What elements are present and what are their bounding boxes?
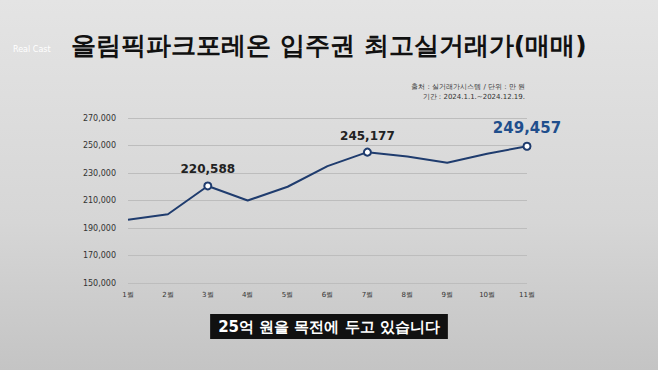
svg-text:7월: 7월 [362, 291, 373, 299]
svg-text:170,000: 170,000 [83, 251, 116, 260]
svg-text:245,177: 245,177 [340, 129, 395, 143]
svg-text:기간 : 2024.1.1.~2024.12.19.: 기간 : 2024.1.1.~2024.12.19. [423, 93, 525, 101]
svg-text:8월: 8월 [402, 291, 413, 299]
svg-text:270,000: 270,000 [83, 114, 116, 123]
svg-text:3월: 3월 [202, 291, 213, 299]
svg-text:249,457: 249,457 [493, 119, 561, 137]
svg-text:11월: 11월 [519, 291, 535, 299]
svg-text:올림픽파크포레온 입주권 최고실거래가(매매): 올림픽파크포레온 입주권 최고실거래가(매매) [71, 31, 586, 60]
svg-text:250,000: 250,000 [83, 141, 116, 150]
svg-text:2월: 2월 [162, 291, 173, 299]
svg-text:230,000: 230,000 [83, 169, 116, 178]
svg-text:Real Cast: Real Cast [13, 45, 51, 54]
svg-text:9월: 9월 [441, 291, 452, 299]
svg-text:5월: 5월 [282, 291, 293, 299]
svg-text:출처 : 실거래가시스템 / 단위 : 만 원: 출처 : 실거래가시스템 / 단위 : 만 원 [411, 83, 525, 91]
svg-text:190,000: 190,000 [83, 224, 116, 233]
svg-text:4월: 4월 [242, 291, 253, 299]
svg-text:6월: 6월 [322, 291, 333, 299]
svg-text:210,000: 210,000 [83, 196, 116, 205]
svg-text:25억 원을 목전에 두고 있습니다: 25억 원을 목전에 두고 있습니다 [218, 318, 440, 336]
svg-text:150,000: 150,000 [83, 279, 116, 288]
svg-text:1월: 1월 [122, 291, 133, 299]
svg-text:220,588: 220,588 [180, 162, 235, 176]
svg-text:10월: 10월 [479, 291, 495, 299]
